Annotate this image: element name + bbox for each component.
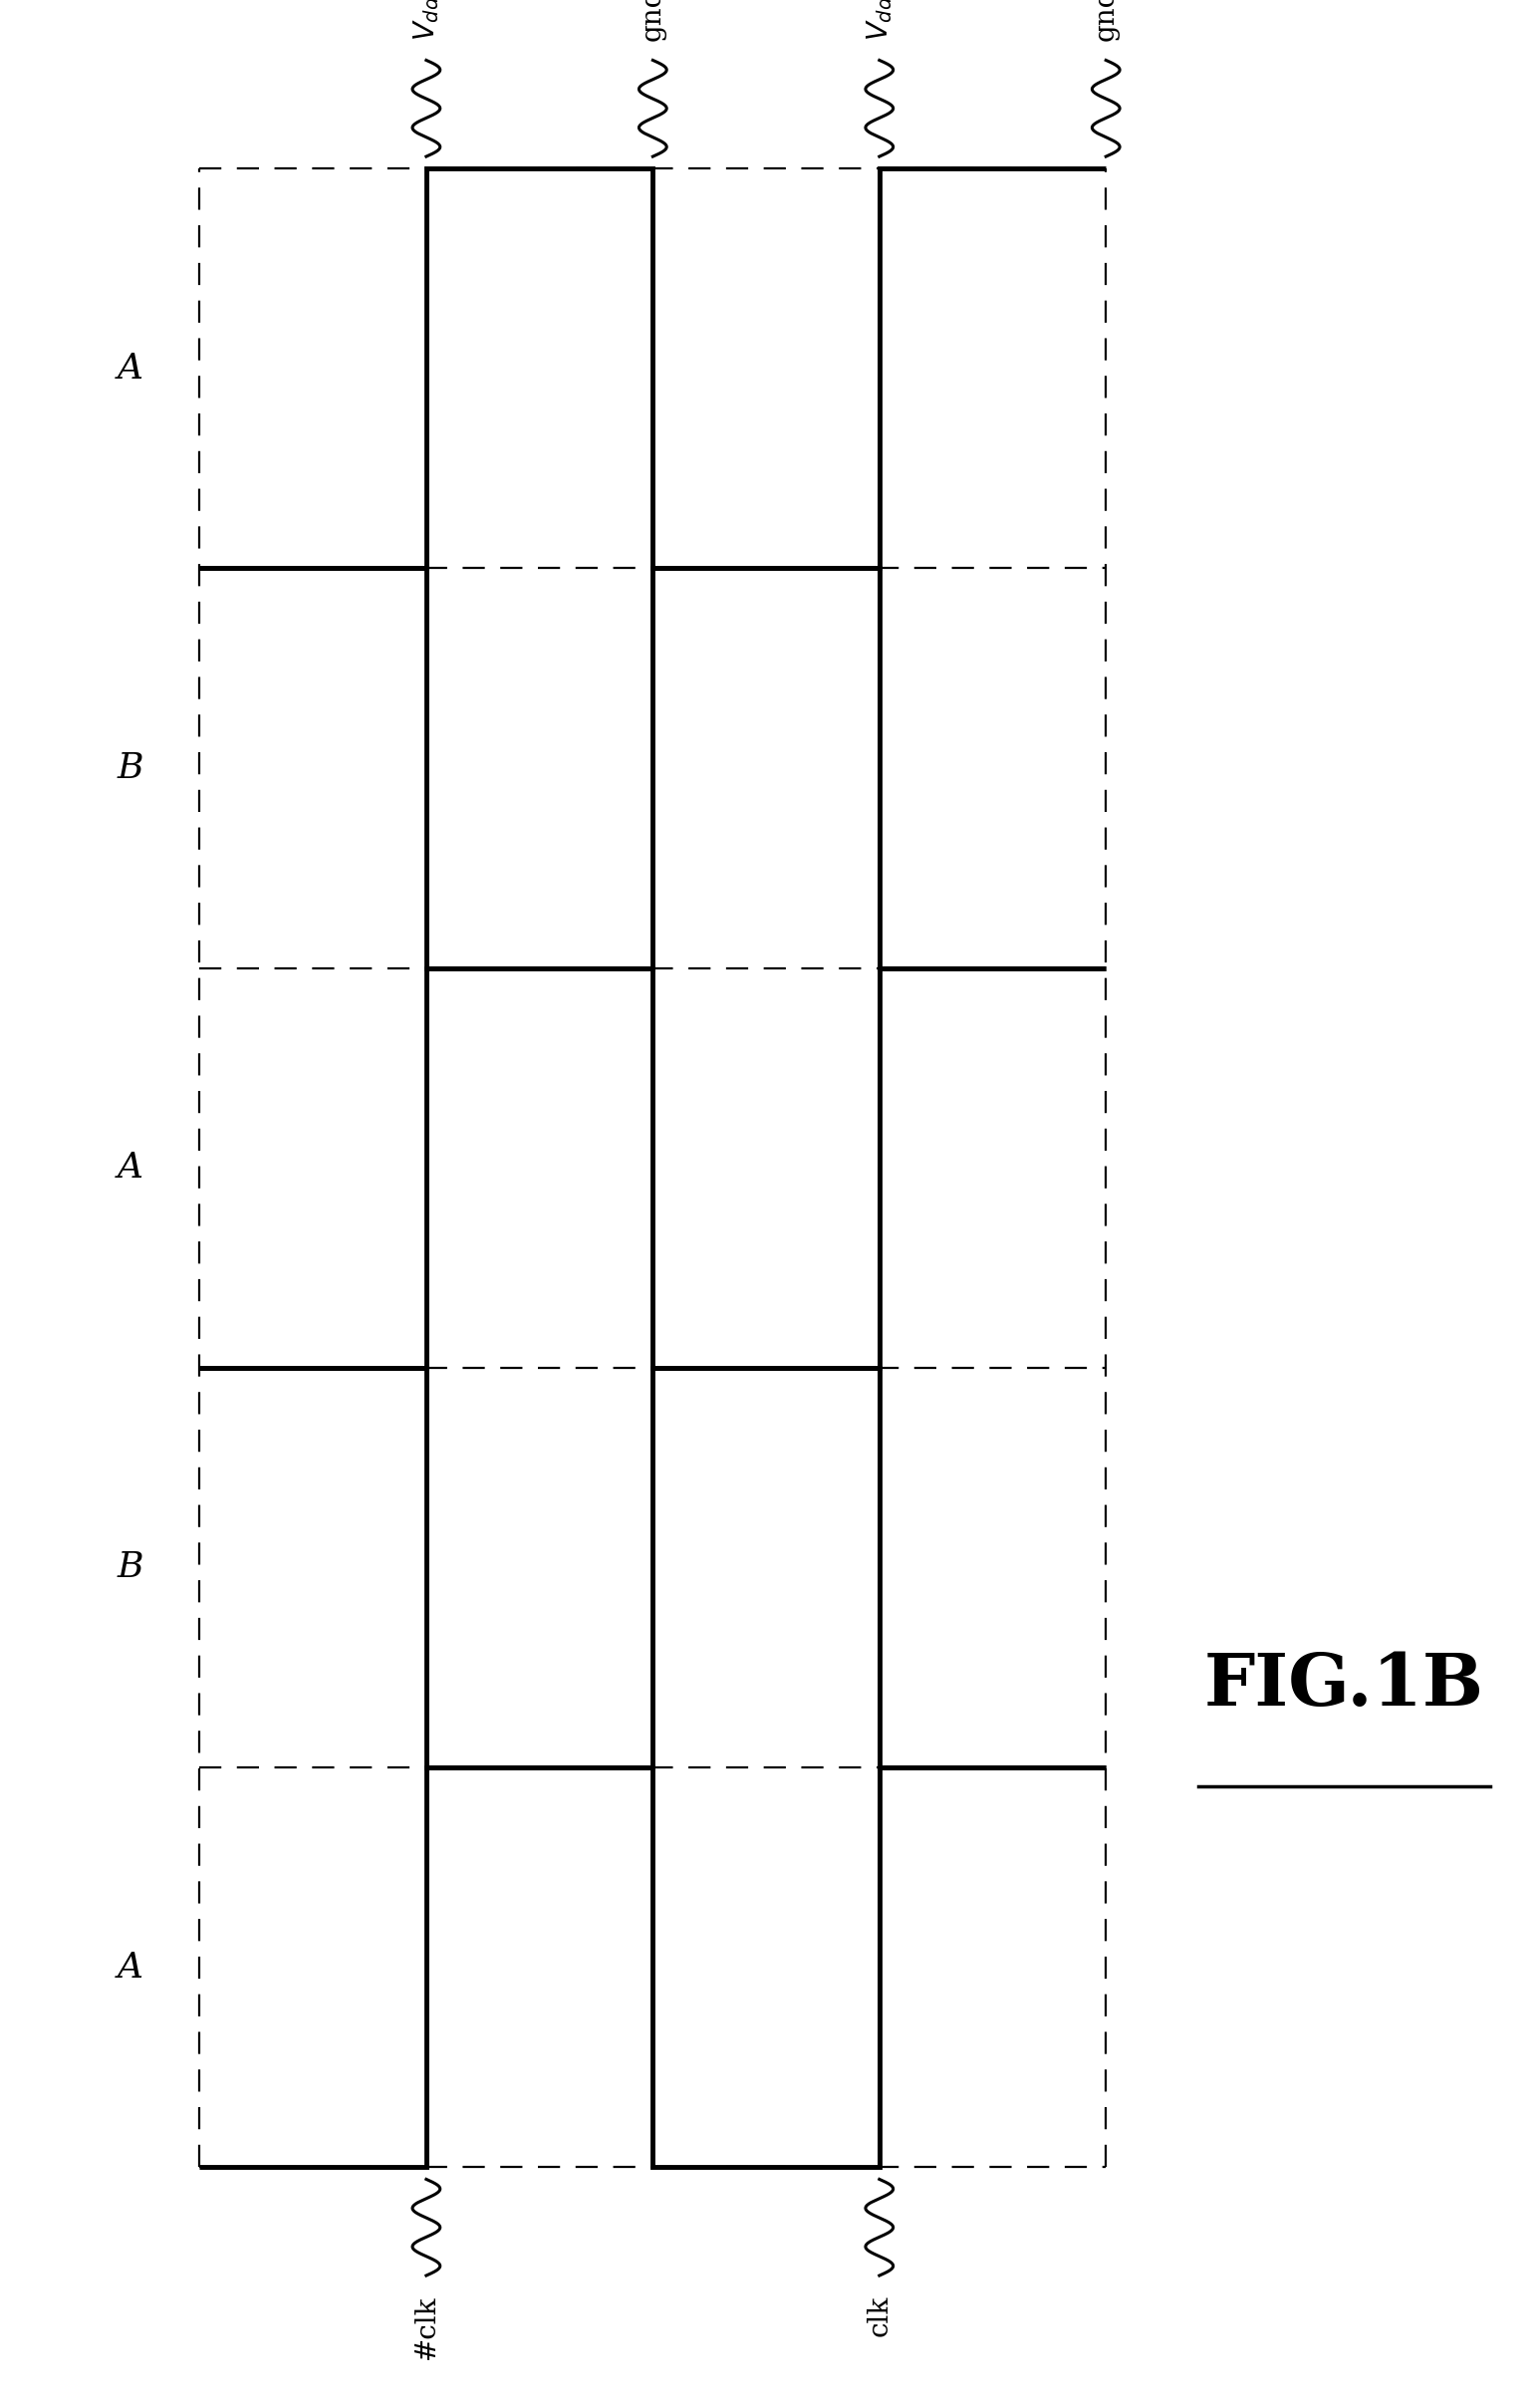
Text: $V_{dd}$: $V_{dd}$	[412, 0, 441, 41]
Text: A: A	[118, 1151, 143, 1185]
Text: $V_{dd}$: $V_{dd}$	[865, 0, 894, 41]
Text: FIG.1B: FIG.1B	[1204, 1649, 1484, 1722]
Text: B: B	[117, 1551, 144, 1584]
Text: #clk: #clk	[413, 2295, 439, 2360]
Text: A: A	[118, 352, 143, 385]
Text: gnd: gnd	[639, 0, 667, 41]
Text: gnd: gnd	[1092, 0, 1120, 41]
Text: A: A	[118, 1950, 143, 1984]
Text: clk: clk	[866, 2295, 892, 2336]
Text: B: B	[117, 751, 144, 785]
